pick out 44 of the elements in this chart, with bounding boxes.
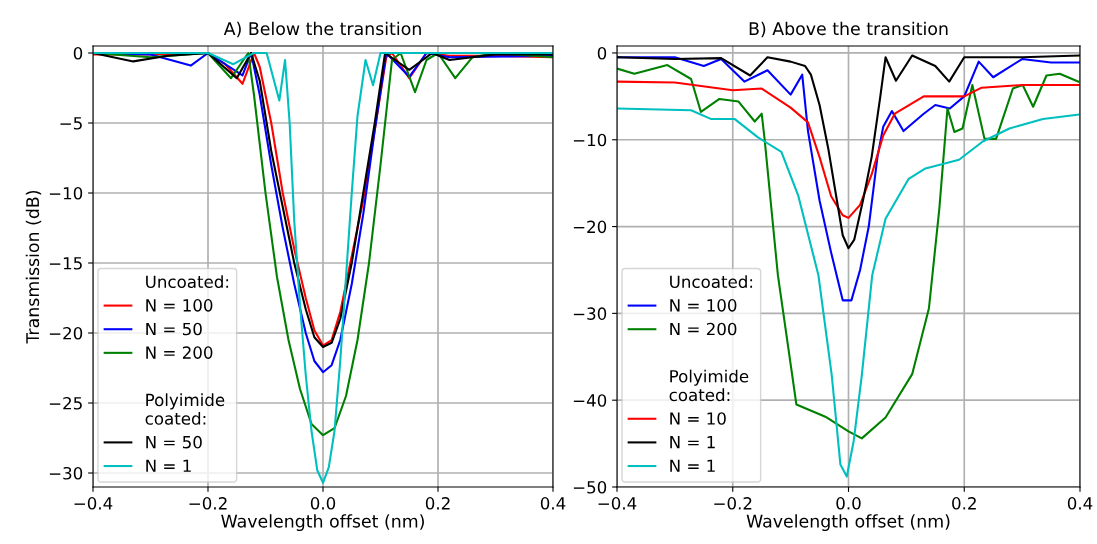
x-tick-label: 0.4 [1067,497,1093,510]
legend-label: N = 200 [146,346,213,359]
y-tick-label: −15 [49,257,82,270]
x-tick-label: −0.2 [189,497,227,510]
x-tick-label: 0.0 [310,497,336,510]
x-tick-label: 0.0 [836,497,861,510]
chart-title: B) Above the transition [749,21,948,38]
x-axis-title: Wavelength offset (nm) [221,514,424,532]
y-tick-label: 0 [73,46,83,60]
y-axis-title: Transmission (dB) [25,190,42,344]
x-tick-label: −0.4 [74,497,113,510]
y-tick-label: −10 [573,133,607,147]
y-tick-label: −30 [49,466,83,480]
annotation: Polyimide coated: [669,369,749,402]
chart-title: A) Below the transition [223,21,421,38]
legend-label: N = 100 [146,299,213,312]
annotation: Uncoated: [146,275,229,289]
legend-label: N = 1 [146,459,191,472]
y-tick-label: −20 [573,220,607,234]
x-tick-label: −0.4 [598,497,637,510]
y-tick-label: −40 [573,394,607,407]
x-axis-title: Wavelength offset (nm) [746,514,950,532]
annotation: Uncoated: [670,275,753,289]
legend-label: N = 50 [146,435,202,449]
x-tick-label: 0.2 [425,497,450,510]
legend-label: N = 10 [670,412,726,425]
y-tick-label: −50 [573,480,607,494]
y-tick-label: −5 [60,117,82,130]
y-tick-label: 0 [597,46,607,60]
legend-label: N = 1 [670,459,715,472]
x-tick-label: 0.2 [952,497,976,510]
y-tick-label: −30 [573,307,607,320]
legend-label: N = 50 [146,322,202,336]
line-series [617,107,1080,478]
y-tick-label: −20 [49,326,83,340]
x-tick-label: 0.4 [540,497,566,510]
y-tick-label: −10 [49,186,83,200]
legend-label: N = 100 [670,299,737,312]
line-series [617,80,1080,219]
legend-label: N = 200 [670,322,737,336]
y-tick-label: −25 [49,396,82,410]
legend-label: N = 1 [670,436,715,449]
annotation: Polyimide coated: [145,393,225,425]
x-tick-label: −0.2 [714,497,752,510]
